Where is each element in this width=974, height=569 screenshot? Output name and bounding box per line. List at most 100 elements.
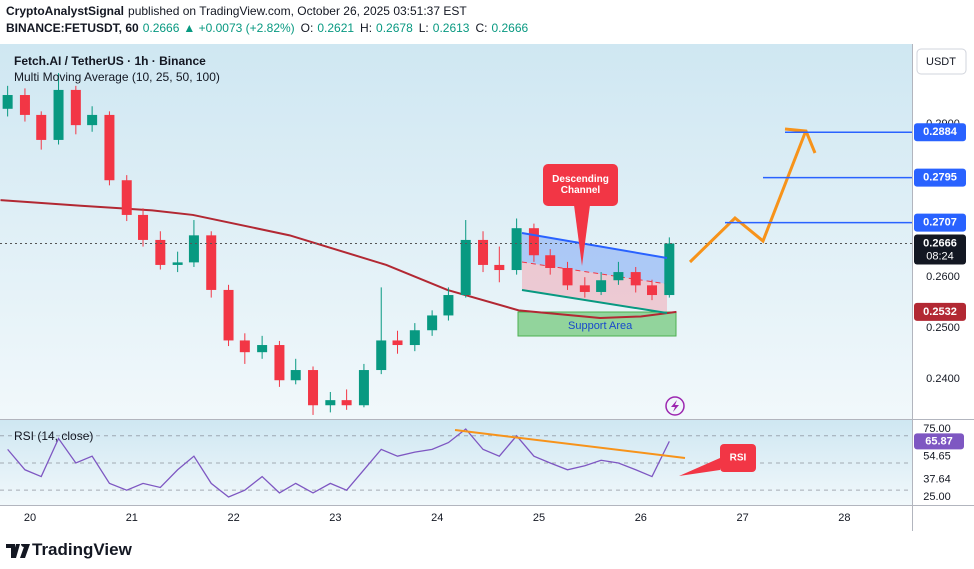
x-tick-label: 26 [635,512,647,524]
candle-body [308,370,319,406]
x-tick-label: 25 [533,512,545,524]
rsi-callout-box [720,444,756,472]
x-tick-label: 20 [24,512,36,524]
candle-body [478,239,489,265]
candle-body [19,95,30,115]
candle-body [206,235,217,290]
candle-body [562,267,573,286]
channel-midline [521,261,668,285]
y-tick-label: 0.2400 [926,373,960,385]
author: CryptoAnalystSignal [6,4,125,18]
projection-arrow [688,132,807,264]
rsi-badge-label: 65.87 [925,435,953,447]
price-axis [912,44,974,505]
level-label: 0.2532 [923,306,957,318]
candle-body [443,295,454,316]
ohlc-key: C: [475,21,488,35]
level-badge [914,168,966,187]
symbol: BINANCE:FETUSDT, 60 [6,21,139,35]
header: CryptoAnalystSignal published on TradingV… [6,3,528,37]
ohlc-value: 0.2666 [491,21,529,35]
candle-body [239,340,250,353]
candle-body [2,95,13,109]
last-price: 0.2666 [142,21,180,35]
candle-body [545,255,556,268]
logo [6,544,30,558]
rsi-tick-label: 37.64 [923,474,951,486]
support-label: Support Area [568,320,633,332]
currency-label: USDT [926,56,956,68]
candle-body [579,285,590,292]
candle-body [188,235,199,263]
candle-body [121,180,132,215]
channel-lower-fill [522,262,667,313]
currency-button[interactable] [916,48,967,75]
y-tick-label: 0.2600 [926,271,960,283]
candle-body [325,400,336,406]
channel-upper-fill [522,233,667,284]
level-badge [914,302,966,321]
x-tick-label: 21 [126,512,138,524]
channel-callout: Descending Channel [552,174,609,196]
level-label: 0.2884 [923,126,958,138]
brand: TradingView [32,540,132,559]
candle-body [274,345,285,381]
alert-icon[interactable] [665,396,685,416]
candle-body [427,315,438,331]
candle-body [358,370,369,406]
rsi-tick-label: 75.00 [923,423,951,435]
candle-body [87,114,98,126]
ohlc-value: 0.2613 [432,21,470,35]
alert-bolt [671,400,679,412]
level-label: 0.2707 [923,216,957,228]
x-tick-label: 22 [227,512,239,524]
candle-body [53,89,64,140]
candle-body [596,280,607,292]
channel-bottom-line [521,289,668,314]
y-tick-label: 0.2500 [926,322,960,334]
candle-body [528,228,539,256]
candle-body [223,289,234,341]
candle-body [376,340,387,371]
rsi-title: RSI (14, close) [14,429,93,443]
x-tick-label: 27 [736,512,748,524]
candle-body [460,239,471,296]
candle-body [36,114,47,140]
rsi-callout-label: RSI [730,453,747,464]
projection-arrowhead [784,127,817,154]
chart: 0.24000.25000.26000.29002021222324252627… [0,44,974,531]
channel-callout-pointer [574,205,590,266]
candle-body [138,214,149,240]
candle-body [290,370,301,381]
candle-body [70,89,81,126]
x-tick-label: 28 [838,512,850,524]
candle-body [511,228,522,271]
ohlc-key: L: [418,21,429,35]
candle-body [630,272,641,286]
countdown: 08:24 [926,250,954,262]
candle-body [104,114,115,181]
ohlc-value: 0.2678 [376,21,413,35]
candle-body [392,340,403,346]
symbol-title: Fetch.AI / TetherUS · 1h · Binance [14,54,206,68]
candle-body [172,262,183,265]
indicator-title: Multi Moving Average (10, 25, 50, 100) [14,70,220,84]
candle-body [494,264,505,271]
last-price-badge [914,234,966,265]
candle-body [155,239,166,265]
candle-body [409,330,420,346]
candle-body [647,285,658,296]
ohlc-key: O: [300,21,314,35]
rsi-tick-label: 54.65 [923,451,951,463]
level-label: 0.2795 [923,172,957,184]
rsi-line [7,428,670,498]
candle-body [613,272,624,281]
level-badge [914,123,966,142]
channel-callout-box [543,164,618,206]
x-tick-label: 24 [431,512,443,524]
rsi-badge [914,433,964,450]
x-tick-label: 23 [329,512,341,524]
candle-body [257,345,268,353]
rsi-callout-pointer [679,458,720,476]
